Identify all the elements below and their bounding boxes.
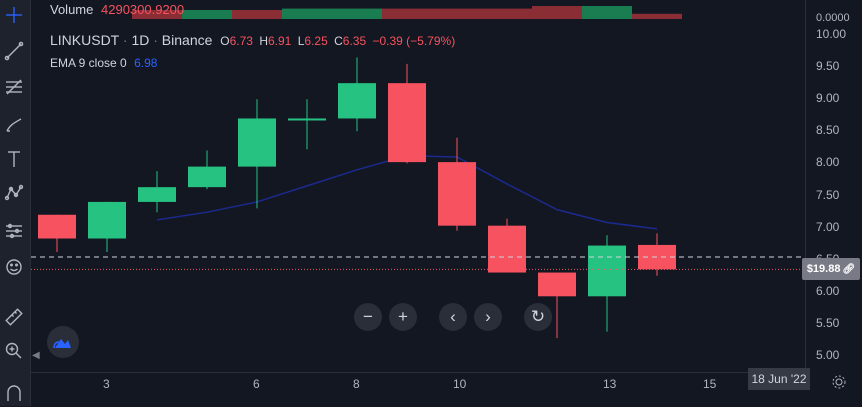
high-label: H [259, 34, 268, 48]
settings-button[interactable] [828, 371, 850, 393]
y-tick-label: 7.00 [816, 219, 840, 234]
drawing-toolbar [0, 0, 31, 406]
close-label: C [334, 34, 343, 48]
reset-icon: ↻ [530, 307, 546, 326]
volume-axis-label: 0.0000 [816, 12, 850, 24]
volume-bar [382, 8, 432, 19]
change-value: −0.39 (−5.79%) [372, 34, 456, 48]
x-tick-label: 15 [703, 377, 717, 391]
x-tick-label: 8 [353, 377, 360, 391]
candle-body [438, 162, 476, 226]
candle-body [488, 225, 526, 273]
crosshair-price-badge[interactable]: $19.88 🔗︎ [802, 258, 860, 280]
chart-pane[interactable]: Volume 4290300.9200 LINKUSDT · 1D · Bina… [31, 0, 805, 372]
y-tick-label: 8.00 [816, 155, 840, 170]
volume-bar [632, 13, 682, 19]
volume-bar [582, 6, 632, 19]
pattern-icon[interactable] [2, 180, 26, 206]
volume-bar [532, 6, 582, 19]
gear-icon [832, 375, 846, 389]
crosshair-date-badge: 18 Jun '22 [748, 368, 810, 390]
chart-canvas [31, 0, 805, 372]
tradingview-logo[interactable] [47, 326, 79, 358]
volume-bar [132, 10, 182, 19]
x-tick-label: 13 [603, 377, 617, 391]
volume-bar [182, 10, 232, 19]
emoji-icon[interactable] [2, 254, 26, 280]
candle-body [238, 118, 276, 167]
fib-retracement-icon[interactable] [2, 74, 26, 100]
measure-tools-icon[interactable] [2, 218, 26, 244]
volume-legend: Volume 4290300.9200 [50, 2, 184, 17]
symbol-legend: LINKUSDT · 1D · Binance O6.73 H6.91 L6.2… [50, 32, 455, 48]
candle-body [138, 187, 176, 202]
ema-line [156, 154, 658, 230]
plus-icon: + [398, 307, 408, 326]
x-tick-label: 10 [453, 377, 467, 391]
candle-body [338, 83, 376, 119]
chevron-right-icon: › [485, 307, 491, 326]
symbol-name[interactable]: LINKUSDT [50, 32, 119, 48]
y-tick-label: 6.00 [816, 283, 840, 298]
candle-body [88, 201, 126, 239]
candle-body [188, 166, 226, 188]
time-axis[interactable]: 3 6 8 10 13 15 [31, 372, 805, 407]
candle-body [288, 118, 326, 121]
collapse-toolbar-icon[interactable]: ◀ [32, 350, 40, 361]
price-axis[interactable]: 0.0000 10.009.509.008.508.007.507.006.50… [805, 0, 862, 372]
candle-body [38, 214, 76, 239]
separator-dot: · [122, 32, 128, 48]
link-icon: 🔗︎ [842, 263, 856, 275]
scroll-right-button[interactable]: › [474, 303, 502, 331]
cloud-logo-icon [53, 339, 71, 349]
separator-dot: · [153, 32, 158, 48]
trend-line-icon[interactable] [2, 38, 26, 64]
y-tick-label: 5.00 [816, 348, 840, 362]
scroll-left-button[interactable]: ‹ [439, 303, 467, 331]
minus-icon: − [363, 307, 373, 326]
low-value: 6.25 [304, 34, 328, 48]
y-tick-label: 5.50 [816, 315, 840, 330]
text-tool-icon[interactable] [2, 146, 26, 172]
exchange-label: Binance [161, 32, 213, 48]
y-tick-label: 9.50 [816, 59, 840, 74]
volume-bar [332, 8, 382, 19]
zoom-in-button[interactable]: + [389, 303, 417, 331]
ema-legend[interactable]: EMA 9 close 0 6.98 [50, 56, 157, 70]
close-value: 6.35 [342, 34, 367, 48]
chevron-left-icon: ‹ [450, 307, 456, 326]
ema-value: 6.98 [134, 56, 158, 70]
volume-bar [432, 8, 482, 19]
high-value: 6.91 [268, 34, 292, 48]
candle-body [538, 272, 576, 297]
reset-chart-button[interactable]: ↻ [524, 303, 552, 331]
open-value: 6.73 [229, 34, 253, 48]
zoom-icon[interactable] [2, 338, 26, 364]
y-tick-label: 8.50 [816, 123, 840, 138]
candle-body [588, 245, 626, 297]
y-tick-label: 9.00 [816, 91, 840, 106]
crosshair-date: 18 Jun '22 [751, 372, 807, 386]
y-tick-label: 10.00 [816, 27, 847, 41]
volume-bar [282, 8, 332, 19]
zoom-out-button[interactable]: − [354, 303, 382, 331]
interval-label[interactable]: 1D [131, 32, 150, 48]
crosshair-icon[interactable] [2, 2, 26, 28]
ruler-icon[interactable] [2, 304, 26, 330]
x-tick-label: 3 [103, 377, 110, 391]
candle-body [388, 83, 426, 163]
x-tick-label: 6 [253, 377, 260, 391]
volume-value: 4290300.9200 [101, 2, 185, 17]
volume-bar [482, 8, 532, 19]
volume-bar [232, 10, 282, 19]
magnet-icon[interactable] [2, 380, 26, 406]
brush-icon[interactable] [2, 112, 26, 138]
open-label: O [220, 34, 230, 48]
ema-label: EMA 9 close 0 [50, 56, 127, 70]
y-tick-label: 7.50 [816, 187, 840, 202]
crosshair-price: $19.88 [806, 263, 841, 275]
low-label: L [297, 34, 305, 48]
volume-label: Volume [50, 2, 94, 17]
